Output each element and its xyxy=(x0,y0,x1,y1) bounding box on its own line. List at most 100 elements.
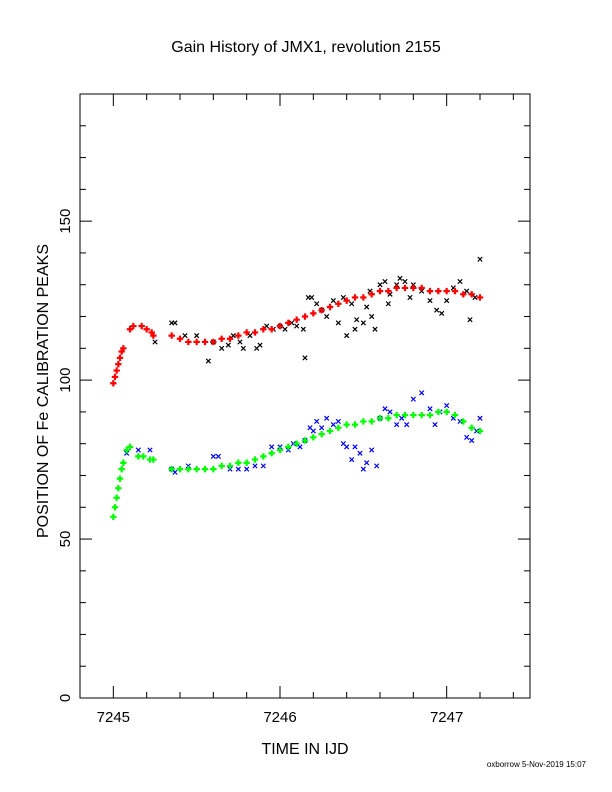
point-lower_raw xyxy=(464,434,470,440)
point-lower_fit xyxy=(260,453,267,460)
series-upper_raw xyxy=(152,256,483,364)
point-upper_raw xyxy=(360,320,366,326)
point-upper_raw xyxy=(444,298,450,304)
point-upper_fit xyxy=(318,306,325,314)
point-upper_raw xyxy=(247,332,253,339)
y-tick-label: 50 xyxy=(57,531,74,548)
x-tick-label: 7247 xyxy=(430,709,463,726)
point-upper_fit xyxy=(451,287,459,295)
point-lower_raw xyxy=(432,421,438,428)
point-upper_fit xyxy=(260,326,267,333)
point-upper_fit xyxy=(111,373,119,381)
point-upper_fit xyxy=(293,316,300,323)
footer-stamp: oxborrow 5-Nov-2019 15:07 xyxy=(487,760,587,769)
y-tick-label: 150 xyxy=(57,209,74,234)
point-lower_fit xyxy=(276,446,284,454)
point-lower_raw xyxy=(404,421,410,428)
point-lower_raw xyxy=(457,418,463,425)
point-upper_fit xyxy=(110,380,117,387)
point-upper_fit xyxy=(385,287,392,295)
x-tick-label: 7246 xyxy=(263,709,296,726)
chart-title: Gain History of JMX1, revolution 2155 xyxy=(171,39,441,56)
point-lower_fit xyxy=(435,408,442,416)
point-lower_raw xyxy=(364,460,370,466)
point-lower_fit xyxy=(118,465,125,473)
point-upper_fit xyxy=(301,313,309,320)
point-upper_raw xyxy=(300,326,306,332)
point-upper_fit xyxy=(176,335,184,342)
point-upper_raw xyxy=(257,342,263,348)
point-lower_fit xyxy=(201,465,209,473)
point-lower_raw xyxy=(252,463,258,469)
point-upper_raw xyxy=(240,345,246,351)
y-axis-label: POSITION OF Fe CALIBRATION PEAKS xyxy=(35,244,52,538)
axis-tick-labels: 0 50 100 150 7245 7246 7247 xyxy=(57,209,463,726)
point-upper_fit xyxy=(335,300,342,308)
point-upper_raw xyxy=(472,294,478,301)
point-lower_fit xyxy=(243,459,250,466)
plot-frame xyxy=(79,93,531,699)
point-upper_raw xyxy=(172,320,178,326)
point-upper_fit xyxy=(201,338,209,346)
point-upper_fit xyxy=(435,287,442,295)
point-upper_raw xyxy=(385,301,391,307)
point-lower_raw xyxy=(235,466,241,472)
point-lower_raw xyxy=(352,444,358,450)
point-upper_fit xyxy=(138,322,145,330)
point-lower_fit xyxy=(251,456,259,463)
point-upper_fit xyxy=(418,284,425,292)
point-upper_fit xyxy=(193,338,200,346)
point-lower_raw xyxy=(310,428,316,434)
point-upper_fit xyxy=(468,291,475,298)
point-upper_fit xyxy=(168,332,175,339)
point-lower_raw xyxy=(344,444,350,450)
point-lower_fit xyxy=(318,430,325,438)
point-lower_fit xyxy=(218,462,225,470)
point-upper_raw xyxy=(372,326,378,332)
point-lower_raw xyxy=(349,456,355,463)
point-upper_fit xyxy=(343,297,350,304)
point-lower_fit xyxy=(326,427,334,435)
point-lower_fit xyxy=(468,424,475,431)
point-upper_fit xyxy=(476,294,484,301)
point-lower_fit xyxy=(451,411,459,419)
point-upper_fit xyxy=(326,303,334,311)
point-upper_raw xyxy=(407,294,413,301)
point-upper_fit xyxy=(393,284,400,292)
point-upper_fit xyxy=(410,284,417,292)
series-lower_fit xyxy=(110,408,484,520)
point-upper_raw xyxy=(349,301,355,307)
point-lower_fit xyxy=(335,424,342,431)
point-lower_raw xyxy=(330,421,336,428)
point-lower_fit xyxy=(176,465,184,473)
point-upper_raw xyxy=(340,294,346,301)
point-upper_raw xyxy=(464,288,470,294)
point-lower_raw xyxy=(387,409,393,415)
point-lower_raw xyxy=(215,453,221,460)
point-lower_fit xyxy=(393,411,400,419)
point-upper_raw xyxy=(467,317,473,323)
point-upper_fit xyxy=(143,326,150,333)
point-upper_raw xyxy=(377,282,383,288)
point-upper_fit xyxy=(426,287,434,295)
axis-ticks xyxy=(79,93,530,699)
point-upper_raw xyxy=(289,320,295,326)
point-lower_raw xyxy=(474,428,480,434)
point-lower_fit xyxy=(401,411,409,419)
point-lower_fit xyxy=(443,408,450,416)
point-upper_raw xyxy=(344,332,350,339)
point-lower_fit xyxy=(193,465,200,473)
point-lower_raw xyxy=(399,415,405,421)
point-upper_raw xyxy=(439,310,445,316)
point-lower_raw xyxy=(297,444,303,450)
point-lower_fit xyxy=(126,443,134,451)
point-upper_fit xyxy=(185,338,192,346)
point-upper_raw xyxy=(194,332,200,339)
point-lower_raw xyxy=(469,437,475,444)
point-upper_raw xyxy=(354,317,360,323)
point-upper_raw xyxy=(302,355,308,361)
point-lower_raw xyxy=(427,406,433,412)
point-lower_fit xyxy=(113,494,120,501)
point-lower_fit xyxy=(110,513,117,520)
